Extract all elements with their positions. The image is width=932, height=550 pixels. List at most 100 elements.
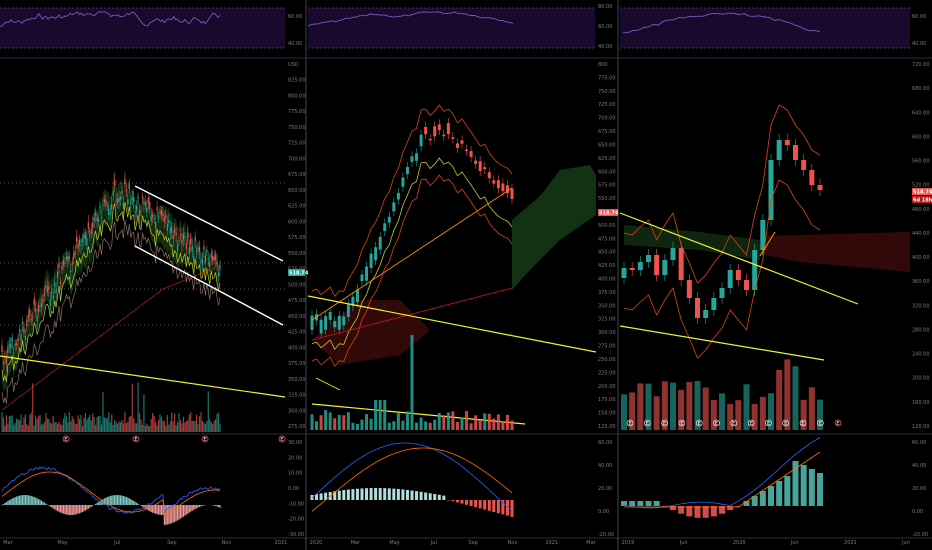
chart-panel-right[interactable]: 60.00 40.00 720.00 680.00 640.00 600.00 560.00… — [619, 7, 932, 546]
candle[interactable] — [119, 196, 122, 200]
candle[interactable] — [437, 124, 441, 131]
candle[interactable] — [11, 337, 13, 342]
candle[interactable] — [125, 189, 127, 192]
candle[interactable] — [392, 202, 396, 212]
candle[interactable] — [446, 123, 450, 135]
candle[interactable] — [510, 188, 514, 199]
candle[interactable] — [105, 200, 107, 205]
candle[interactable] — [64, 262, 66, 264]
candle[interactable] — [80, 244, 82, 246]
candle[interactable] — [646, 255, 651, 262]
candle[interactable] — [216, 261, 218, 266]
earnings-marker[interactable] — [765, 419, 772, 427]
candle[interactable] — [387, 216, 391, 223]
candle[interactable] — [776, 140, 782, 160]
candle[interactable] — [159, 211, 161, 213]
candle[interactable] — [59, 281, 62, 284]
earnings-marker[interactable] — [713, 419, 720, 427]
candle[interactable] — [333, 321, 337, 328]
candle[interactable] — [62, 260, 65, 266]
candle[interactable] — [124, 179, 126, 184]
candle[interactable] — [150, 215, 152, 222]
candle[interactable] — [200, 260, 202, 262]
candle[interactable] — [197, 247, 199, 250]
candle[interactable] — [206, 249, 208, 253]
candle[interactable] — [32, 316, 34, 318]
candle[interactable] — [97, 218, 100, 222]
candle[interactable] — [95, 213, 97, 216]
candle[interactable] — [374, 247, 378, 261]
candle[interactable] — [127, 199, 129, 205]
candle[interactable] — [162, 213, 164, 217]
candle[interactable] — [768, 160, 774, 220]
candle[interactable] — [109, 212, 111, 216]
trendline-resistance[interactable] — [619, 212, 859, 305]
candle[interactable] — [760, 220, 766, 250]
candle[interactable] — [621, 268, 627, 278]
candle[interactable] — [163, 217, 166, 222]
earnings-marker[interactable] — [730, 419, 738, 427]
candle[interactable] — [207, 258, 209, 260]
candle[interactable] — [40, 303, 43, 308]
candle[interactable] — [92, 222, 94, 229]
earnings-marker[interactable] — [661, 419, 668, 427]
candle[interactable] — [73, 253, 75, 259]
candle[interactable] — [188, 247, 190, 254]
candle[interactable] — [195, 250, 198, 253]
candle[interactable] — [501, 183, 505, 192]
candle[interactable] — [809, 170, 815, 185]
candle[interactable] — [695, 298, 700, 318]
candle[interactable] — [87, 222, 89, 229]
earnings-marker[interactable] — [816, 419, 824, 427]
candle[interactable] — [410, 156, 414, 162]
candle[interactable] — [342, 316, 346, 326]
candle[interactable] — [187, 232, 189, 239]
candle[interactable] — [670, 248, 676, 260]
candle[interactable] — [155, 221, 157, 229]
candle[interactable] — [324, 316, 328, 330]
candle[interactable] — [74, 251, 76, 255]
candle[interactable] — [401, 177, 405, 187]
candle[interactable] — [157, 217, 160, 219]
candle[interactable] — [130, 202, 132, 204]
candle[interactable] — [735, 270, 741, 280]
candle[interactable] — [45, 285, 47, 288]
candle[interactable] — [46, 286, 48, 293]
candle[interactable] — [147, 197, 149, 204]
candle[interactable] — [115, 200, 117, 202]
candle[interactable] — [415, 153, 419, 161]
candle[interactable] — [68, 256, 70, 259]
candle[interactable] — [90, 229, 92, 234]
candle[interactable] — [171, 227, 173, 233]
candle[interactable] — [67, 256, 69, 262]
candle[interactable] — [5, 358, 7, 364]
candle[interactable] — [190, 238, 192, 245]
candle[interactable] — [204, 255, 206, 263]
candle[interactable] — [210, 252, 212, 259]
candle[interactable] — [424, 127, 428, 135]
candle[interactable] — [319, 319, 323, 334]
candle[interactable] — [134, 211, 136, 213]
candle[interactable] — [817, 185, 823, 190]
earnings-marker[interactable] — [643, 419, 651, 427]
candle[interactable] — [176, 244, 179, 251]
candle[interactable] — [784, 140, 790, 145]
candle[interactable] — [662, 260, 668, 275]
candle[interactable] — [191, 246, 193, 252]
candle[interactable] — [172, 235, 174, 240]
candle[interactable] — [465, 149, 469, 152]
trendline-support[interactable] — [0, 355, 286, 398]
candle[interactable] — [61, 265, 63, 270]
candle[interactable] — [8, 344, 10, 347]
candle[interactable] — [52, 294, 54, 300]
candle[interactable] — [27, 315, 29, 319]
candle[interactable] — [10, 343, 12, 349]
candle[interactable] — [143, 202, 145, 204]
candle[interactable] — [492, 180, 496, 184]
earnings-marker[interactable] — [834, 419, 842, 427]
candle[interactable] — [181, 240, 183, 245]
candle[interactable] — [144, 202, 146, 206]
candle[interactable] — [213, 257, 215, 260]
candle[interactable] — [77, 244, 79, 249]
candle[interactable] — [801, 160, 807, 170]
